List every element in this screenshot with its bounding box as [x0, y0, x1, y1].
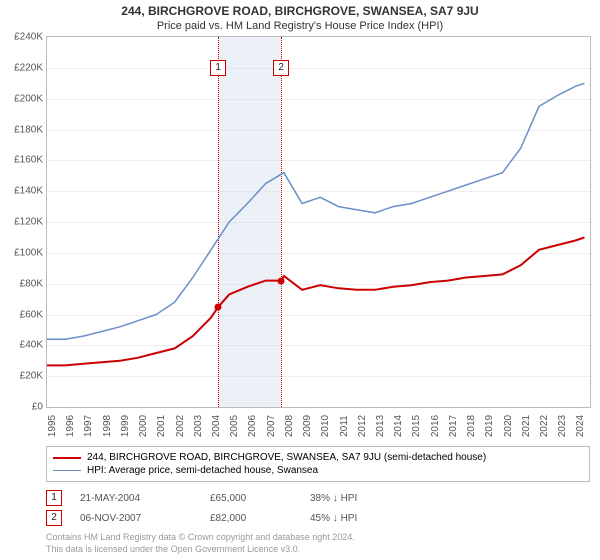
- footer-attribution: Contains HM Land Registry data © Crown c…: [46, 532, 590, 555]
- y-tick-label: £180K: [3, 124, 43, 135]
- chart-container: 244, BIRCHGROVE ROAD, BIRCHGROVE, SWANSE…: [0, 0, 600, 560]
- legend-swatch: [53, 457, 81, 459]
- legend: 244, BIRCHGROVE ROAD, BIRCHGROVE, SWANSE…: [46, 446, 590, 482]
- x-tick-label: 2006: [247, 415, 258, 437]
- legend-item: 244, BIRCHGROVE ROAD, BIRCHGROVE, SWANSE…: [53, 451, 583, 464]
- x-tick-label: 1997: [83, 415, 94, 437]
- x-tick-label: 2021: [521, 415, 532, 437]
- x-tick-label: 2017: [448, 415, 459, 437]
- legend-swatch: [53, 470, 81, 471]
- event-delta: 38% ↓ HPI: [310, 493, 430, 504]
- event-date: 06-NOV-2007: [80, 513, 210, 524]
- x-tick-label: 1998: [102, 415, 113, 437]
- event-dot: [215, 303, 222, 310]
- event-marker-box: 1: [210, 60, 226, 76]
- x-tick-label: 2004: [211, 415, 222, 437]
- chart-title: 244, BIRCHGROVE ROAD, BIRCHGROVE, SWANSE…: [0, 0, 600, 18]
- y-tick-label: £100K: [3, 247, 43, 258]
- y-tick-label: £120K: [3, 217, 43, 228]
- event-delta: 45% ↓ HPI: [310, 513, 430, 524]
- x-tick-label: 2016: [430, 415, 441, 437]
- legend-label: 244, BIRCHGROVE ROAD, BIRCHGROVE, SWANSE…: [87, 452, 486, 463]
- y-tick-label: £200K: [3, 93, 43, 104]
- y-tick-label: £20K: [3, 371, 43, 382]
- event-date: 21-MAY-2004: [80, 493, 210, 504]
- y-tick-label: £240K: [3, 32, 43, 43]
- x-tick-label: 2023: [557, 415, 568, 437]
- x-tick-label: 1995: [47, 415, 58, 437]
- event-row: 1 21-MAY-2004£65,00038% ↓ HPI: [46, 488, 590, 508]
- footer-line-1: Contains HM Land Registry data © Crown c…: [46, 532, 590, 544]
- x-tick-label: 2001: [156, 415, 167, 437]
- x-tick-label: 2015: [411, 415, 422, 437]
- x-tick-label: 2012: [357, 415, 368, 437]
- series-line: [47, 83, 585, 339]
- x-tick-label: 2019: [484, 415, 495, 437]
- event-price: £65,000: [210, 493, 310, 504]
- y-tick-label: £80K: [3, 278, 43, 289]
- x-tick-label: 2000: [138, 415, 149, 437]
- x-tick-label: 1996: [65, 415, 76, 437]
- legend-label: HPI: Average price, semi-detached house,…: [87, 465, 318, 476]
- event-dot: [278, 277, 285, 284]
- y-tick-label: £0: [3, 402, 43, 413]
- event-number: 2: [46, 510, 62, 526]
- x-tick-label: 2024: [575, 415, 586, 437]
- x-tick-label: 2003: [193, 415, 204, 437]
- footer-line-2: This data is licensed under the Open Gov…: [46, 544, 590, 556]
- x-tick-label: 2009: [302, 415, 313, 437]
- x-tick-label: 2018: [466, 415, 477, 437]
- x-tick-label: 2010: [320, 415, 331, 437]
- plot-area: £0£20K£40K£60K£80K£100K£120K£140K£160K£1…: [46, 36, 591, 408]
- chart-svg: [47, 37, 590, 407]
- y-tick-label: £60K: [3, 309, 43, 320]
- y-tick-label: £40K: [3, 340, 43, 351]
- chart-subtitle: Price paid vs. HM Land Registry's House …: [0, 18, 600, 36]
- legend-item: HPI: Average price, semi-detached house,…: [53, 464, 583, 477]
- x-tick-label: 2022: [539, 415, 550, 437]
- event-number: 1: [46, 490, 62, 506]
- x-tick-label: 2007: [266, 415, 277, 437]
- x-tick-label: 2002: [175, 415, 186, 437]
- x-tick-label: 2011: [339, 415, 350, 437]
- x-tick-label: 2020: [503, 415, 514, 437]
- x-tick-label: 2005: [229, 415, 240, 437]
- event-marker-box: 2: [273, 60, 289, 76]
- event-price: £82,000: [210, 513, 310, 524]
- event-table: 1 21-MAY-2004£65,00038% ↓ HPI 2 06-NOV-2007…: [46, 488, 590, 528]
- y-tick-label: £160K: [3, 155, 43, 166]
- x-tick-label: 2013: [375, 415, 386, 437]
- x-tick-label: 2014: [393, 415, 404, 437]
- y-tick-label: £140K: [3, 186, 43, 197]
- x-tick-label: 2008: [284, 415, 295, 437]
- x-tick-label: 1999: [120, 415, 131, 437]
- event-row: 2 06-NOV-2007£82,00045% ↓ HPI: [46, 508, 590, 528]
- y-tick-label: £220K: [3, 62, 43, 73]
- series-line: [47, 237, 585, 365]
